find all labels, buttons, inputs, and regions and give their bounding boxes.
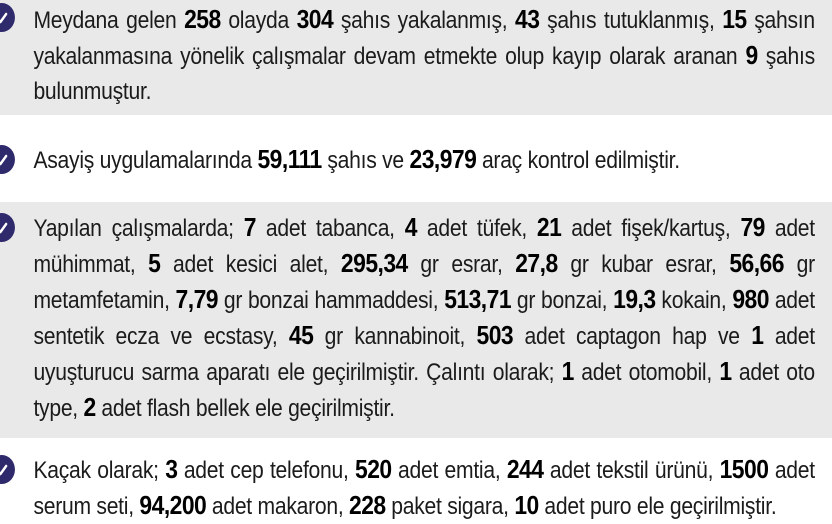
report-number: 19,3 <box>613 284 656 314</box>
report-text-segment: adet sentetik ecza ve ecstasy, <box>33 287 815 350</box>
report-text-segment: adet tabanca, <box>255 215 405 242</box>
report-text-segment: araç kontrol edilmiştir. <box>476 147 680 174</box>
report-number: 27,8 <box>515 248 558 278</box>
check-circle-icon <box>0 213 15 242</box>
report-text-segment: gr esrar, <box>407 251 516 278</box>
check-circle-icon <box>0 455 15 484</box>
report-number: 258 <box>184 4 221 34</box>
report-text-segment: şahıs ve <box>321 147 410 174</box>
report-text-segment: Asayiş uygulamalarında <box>33 147 258 174</box>
report-number: 21 <box>536 212 562 242</box>
report-item: Meydana gelen 258 olayda 304 şahıs yakal… <box>0 0 832 115</box>
report-number: 513,71 <box>444 284 512 314</box>
report-item-text: Meydana gelen 258 olayda 304 şahıs yakal… <box>33 2 815 109</box>
report-item-text: Kaçak olarak; 3 adet cep telefonu, 520 a… <box>33 452 815 524</box>
report-text-segment: gr bonzai hammaddesi, <box>217 287 445 314</box>
report-text-segment: adet uyuşturucu sarma aparatı ele geçiri… <box>33 323 815 386</box>
report-number: 23,979 <box>409 144 477 174</box>
report-text-segment: adet cep telefonu, <box>177 457 356 484</box>
report-text-segment: şahıs bulunmuştur. <box>33 43 815 105</box>
report-number: 295,34 <box>340 248 408 278</box>
report-text-segment: adet fişek/kartuş, <box>561 215 741 242</box>
report-text-segment: gr kannabinoit, <box>313 323 477 350</box>
report-text-segment: gr kubar esrar, <box>557 251 730 278</box>
report-text-segment: paket sigara, <box>385 493 515 520</box>
report-text-segment: kokain, <box>655 287 733 314</box>
report-number: 2 <box>83 392 97 422</box>
report-text-segment: adet oto type, <box>33 359 815 422</box>
report-number: 56,66 <box>729 248 784 278</box>
report-number: 1 <box>719 356 732 386</box>
report-text-segment: gr bonzai, <box>511 287 614 314</box>
report-number: 5 <box>148 248 161 278</box>
report-number: 520 <box>355 454 392 484</box>
report-text-segment: gr metamfetamin, <box>33 251 815 314</box>
report-text-segment: adet otomobil, <box>573 359 720 386</box>
report-number: 10 <box>514 490 539 520</box>
report-number: 45 <box>288 320 314 350</box>
report-text-segment: adet flash bellek ele geçirilmiştir. <box>95 395 395 422</box>
report-number: 94,200 <box>139 490 207 520</box>
report-text-segment: adet tekstil ürünü, <box>543 457 720 484</box>
report-number: 7,79 <box>175 284 219 314</box>
report-number: 4 <box>404 212 418 242</box>
report-number: 228 <box>349 490 386 520</box>
report-number: 1500 <box>719 454 769 484</box>
report-text-segment: adet tüfek, <box>416 215 537 242</box>
report-text-segment: Yapılan çalışmalarda; <box>33 215 244 242</box>
report-item: Kaçak olarak; 3 adet cep telefonu, 520 a… <box>0 452 832 524</box>
report-text-segment: adet puro ele geçirilmiştir. <box>538 493 777 520</box>
report-number: 503 <box>476 320 514 350</box>
report-number: 304 <box>296 4 334 34</box>
report-text-segment: adet emtia, <box>391 457 507 484</box>
report-text-segment: adet mühimmat, <box>33 215 815 278</box>
report-number: 980 <box>732 284 769 314</box>
report-text-segment: şahıs tutuklanmış, <box>539 7 723 34</box>
check-circle-icon <box>0 3 15 32</box>
report-number: 244 <box>506 454 544 484</box>
check-circle-icon <box>0 145 15 174</box>
report-number: 79 <box>740 212 765 242</box>
report-number: 15 <box>722 4 747 34</box>
report-number: 1 <box>561 356 575 386</box>
report-text-segment: şahsın yakalanmasına yönelik çalışmalar … <box>33 7 815 70</box>
report-number: 43 <box>515 4 540 34</box>
report-text-segment: Meydana gelen <box>33 7 185 34</box>
report-text-segment: adet makaron, <box>206 493 350 520</box>
report-item-text: Asayiş uygulamalarında 59,111 şahıs ve 2… <box>33 142 814 178</box>
report-item: Yapılan çalışmalarda; 7 adet tabanca, 4 … <box>0 202 832 438</box>
report-text-segment: adet captagon hap ve <box>513 323 752 350</box>
report-text-segment: adet kesici alet, <box>160 251 341 278</box>
report-number: 3 <box>165 454 178 484</box>
report-number: 9 <box>745 40 758 70</box>
report-number: 7 <box>243 212 257 242</box>
report-text-segment: Kaçak olarak; <box>33 457 166 484</box>
report-number: 59,111 <box>257 144 322 174</box>
report-item-text: Yapılan çalışmalarda; 7 adet tabanca, 4 … <box>33 210 815 426</box>
report-number: 1 <box>751 320 764 350</box>
report-text-segment: şahıs yakalanmış, <box>333 7 516 34</box>
report-text-segment: olayda <box>220 7 297 34</box>
report-item: Asayiş uygulamalarında 59,111 şahıs ve 2… <box>0 142 832 178</box>
